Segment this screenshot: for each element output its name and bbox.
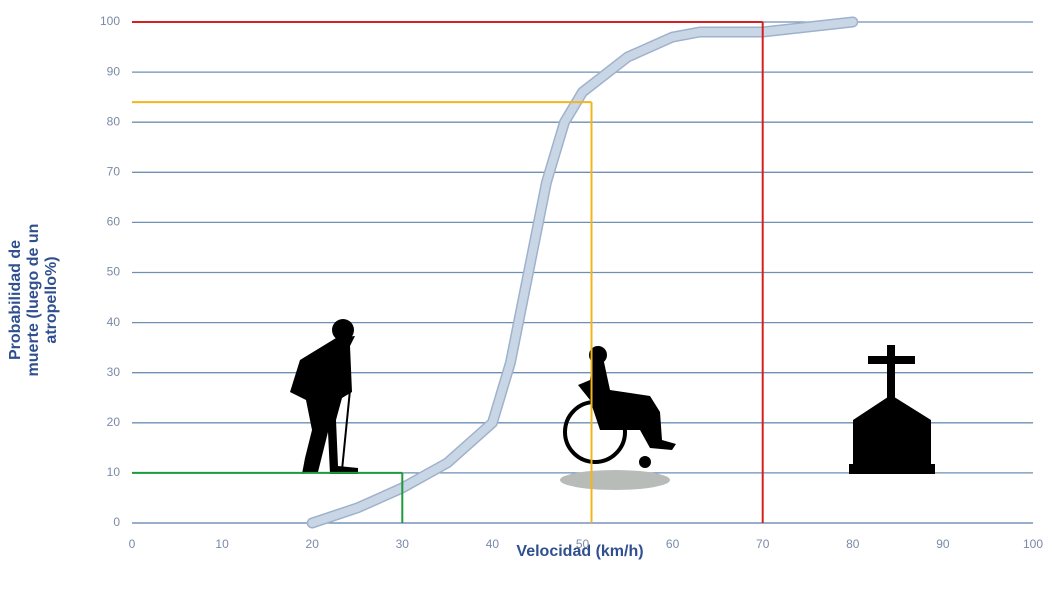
tombstone	[853, 395, 931, 474]
y-axis-label-line: Probabilidad de	[7, 240, 24, 360]
y-tick-label: 20	[107, 415, 121, 429]
x-tick-label: 50	[576, 537, 590, 551]
wheelchair-person	[578, 362, 676, 450]
x-tick-label: 90	[936, 537, 950, 551]
wheelchair-shadow	[560, 470, 670, 490]
y-tick-label: 90	[107, 64, 121, 78]
y-tick-label: 80	[107, 114, 121, 128]
x-tick-label: 100	[1023, 537, 1043, 551]
x-tick-label: 70	[756, 537, 770, 551]
x-tick-label: 0	[129, 537, 136, 551]
x-tick-label: 80	[846, 537, 860, 551]
wheelchair-caster	[639, 456, 651, 468]
old-man-cane	[342, 390, 350, 470]
x-tick-label: 30	[396, 537, 410, 551]
tombstone-base	[849, 464, 935, 474]
y-tick-label: 60	[107, 215, 121, 229]
y-tick-label: 30	[107, 365, 121, 379]
y-axis-label-line: atropello%)	[43, 256, 60, 343]
x-tick-label: 10	[215, 537, 229, 551]
y-axis-label: Probabilidad de muerte (luego de un atro…	[7, 224, 60, 377]
y-tick-label: 100	[100, 14, 120, 28]
y-tick-label: 50	[107, 265, 121, 279]
x-tick-label: 60	[666, 537, 680, 551]
y-tick-label: 40	[107, 315, 121, 329]
silhouettes	[290, 319, 935, 490]
y-tick-label: 70	[107, 164, 121, 178]
cross-vertical	[887, 345, 895, 400]
y-tick-label: 10	[107, 465, 121, 479]
y-tick-label: 0	[113, 515, 120, 529]
chart: Velocidad (km/h) Probabilidad de muerte …	[0, 0, 1052, 590]
x-tick-label: 40	[486, 537, 500, 551]
x-tick-label: 20	[306, 537, 320, 551]
cross-horizontal	[868, 356, 915, 364]
y-axis-label-line: muerte (luego de un	[25, 224, 42, 377]
